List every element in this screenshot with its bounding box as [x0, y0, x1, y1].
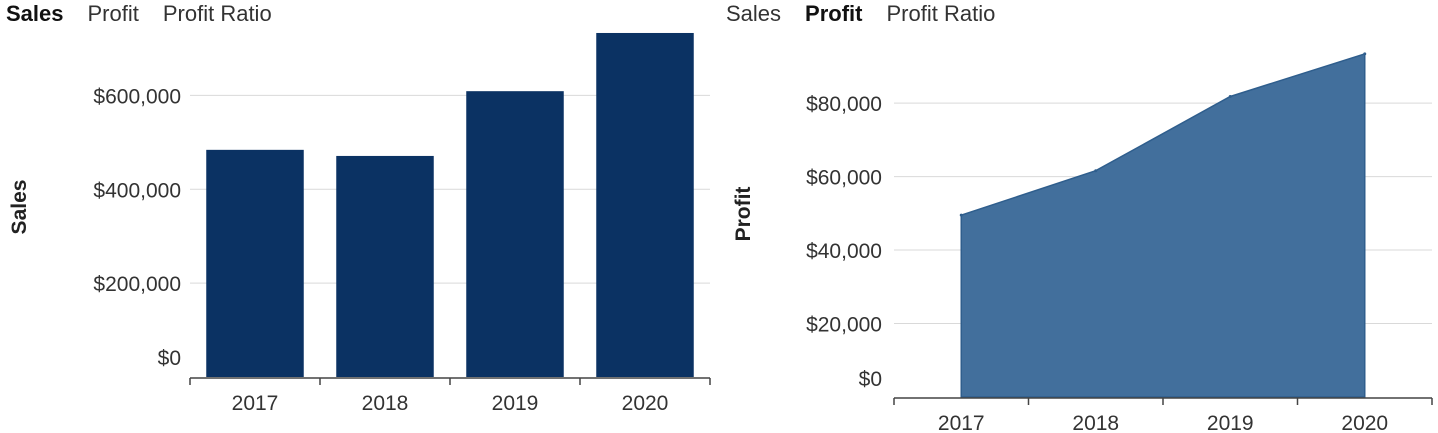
y-tick-label: $0	[158, 347, 181, 370]
sales-bar-chart: $0 $200,000 $400,000 $600,000 Sales 2017 2018 2…	[0, 0, 720, 433]
y-tick-label: $80,000	[806, 93, 882, 116]
x-tick-label: 2018	[1072, 412, 1119, 433]
x-tick-label: 2019	[492, 392, 539, 415]
sales-panel: Sales Profit Profit Ratio $0 $200,000 $400…	[0, 0, 720, 433]
data-point	[1094, 169, 1097, 172]
data-point	[960, 214, 963, 217]
y-tick-label: $600,000	[93, 85, 181, 108]
x-tick-label: 2019	[1207, 412, 1254, 433]
bar	[336, 156, 434, 377]
y-axis-title: Sales	[8, 180, 31, 235]
x-tick-label: 2020	[622, 392, 669, 415]
x-tick-label: 2017	[938, 412, 985, 433]
data-point	[1363, 52, 1366, 55]
y-axis-title: Profit	[732, 187, 755, 242]
y-tick-label: $40,000	[806, 240, 882, 263]
y-tick-label: $200,000	[93, 273, 181, 296]
profit-panel: Sales Profit Profit Ratio $0 $20,000 $40,0…	[720, 0, 1438, 433]
profit-area-chart: $0 $20,000 $40,000 $60,000 $80,000 Profit 2017…	[720, 0, 1438, 433]
x-tick-label: 2017	[232, 392, 279, 415]
area-series	[961, 54, 1365, 397]
data-point	[1229, 95, 1232, 98]
x-tick-label: 2020	[1341, 412, 1388, 433]
y-tick-label: $400,000	[93, 179, 181, 202]
bar	[206, 150, 304, 377]
x-tick-label: 2018	[362, 392, 409, 415]
y-tick-label: $0	[859, 368, 882, 391]
bar	[596, 33, 694, 377]
bar	[466, 91, 564, 377]
y-tick-label: $60,000	[806, 167, 882, 190]
y-tick-label: $20,000	[806, 314, 882, 337]
